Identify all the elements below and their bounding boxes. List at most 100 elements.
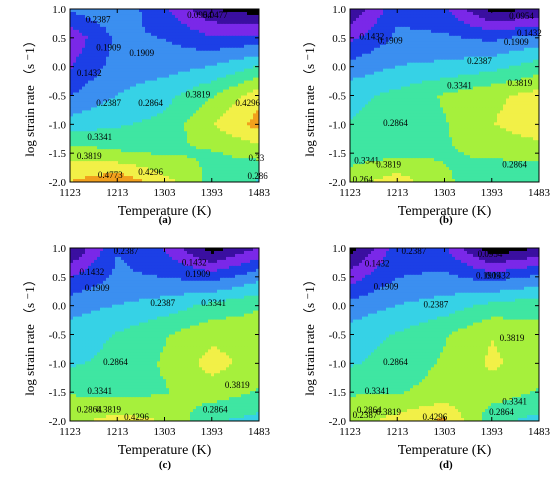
contour-cell bbox=[199, 170, 203, 174]
contour-cell bbox=[79, 101, 83, 106]
contour-cell bbox=[112, 62, 116, 67]
contour-cell bbox=[368, 17, 372, 22]
contour-cell bbox=[482, 47, 486, 52]
contour-cell bbox=[169, 95, 173, 100]
contour-cell bbox=[431, 56, 435, 61]
contour-cell bbox=[190, 44, 194, 49]
contour-cell bbox=[133, 170, 137, 174]
contour-cell bbox=[380, 53, 384, 58]
contour-cell bbox=[130, 161, 134, 165]
contour-cell bbox=[214, 173, 218, 177]
contour-cell bbox=[536, 41, 539, 46]
contour-cell bbox=[407, 44, 411, 49]
contour-cell bbox=[386, 23, 390, 28]
contour-cell bbox=[106, 53, 110, 58]
contour-cell bbox=[497, 41, 501, 46]
contour-cell bbox=[121, 83, 125, 88]
contour-cell bbox=[178, 125, 182, 129]
contour-cell bbox=[196, 65, 200, 70]
contour-cell bbox=[76, 119, 80, 123]
contour-cell bbox=[115, 122, 119, 126]
contour-cell bbox=[232, 155, 236, 159]
contour-cell bbox=[139, 83, 143, 88]
contour-cell bbox=[151, 50, 155, 55]
contour-cell bbox=[169, 101, 173, 106]
contour-cell bbox=[136, 95, 140, 100]
contour-cell bbox=[187, 104, 191, 109]
contour-cell bbox=[226, 149, 230, 153]
contour-cell bbox=[244, 11, 248, 16]
contour-cell bbox=[121, 140, 125, 144]
contour-cell bbox=[178, 77, 182, 82]
contour-cell bbox=[476, 29, 480, 34]
contour-cell bbox=[85, 38, 89, 43]
contour-cell bbox=[434, 14, 438, 19]
contour-cell bbox=[247, 176, 251, 180]
contour-cell bbox=[238, 92, 242, 97]
contour-cell bbox=[142, 17, 146, 22]
contour-cell bbox=[458, 56, 462, 61]
contour-cell bbox=[362, 35, 366, 40]
contour-cell bbox=[365, 23, 369, 28]
contour-cell bbox=[124, 107, 128, 112]
contour-cell bbox=[416, 56, 420, 61]
contour-cell bbox=[389, 32, 393, 37]
contour-cell bbox=[118, 134, 122, 138]
contour-cell bbox=[461, 23, 465, 28]
contour-cell bbox=[524, 47, 528, 52]
contour-cell bbox=[205, 44, 209, 49]
contour-cell bbox=[491, 29, 495, 34]
contour-cell bbox=[214, 146, 218, 150]
contour-cell bbox=[410, 35, 414, 40]
contour-cell bbox=[247, 140, 251, 144]
contour-cell bbox=[115, 119, 119, 123]
contour-cell bbox=[154, 50, 158, 55]
contour-cell bbox=[190, 161, 194, 165]
contour-cell bbox=[374, 50, 378, 55]
contour-cell bbox=[404, 50, 408, 55]
contour-cell bbox=[214, 143, 218, 147]
contour-cell bbox=[404, 44, 408, 49]
contour-cell bbox=[497, 32, 501, 37]
contour-cell bbox=[118, 26, 122, 31]
contour-cell bbox=[386, 44, 390, 49]
contour-cell bbox=[85, 92, 89, 97]
contour-cell bbox=[85, 20, 89, 25]
contour-cell bbox=[416, 29, 420, 34]
contour-cell bbox=[160, 140, 164, 144]
contour-cell bbox=[88, 17, 92, 22]
contour-cell bbox=[118, 71, 122, 76]
contour-cell bbox=[202, 62, 206, 67]
contour-cell bbox=[205, 143, 209, 147]
contour-cell bbox=[127, 122, 131, 126]
contour-cell bbox=[136, 62, 140, 67]
contour-cell bbox=[229, 158, 233, 162]
contour-cell bbox=[214, 71, 218, 76]
contour-cell bbox=[217, 119, 221, 123]
contour-cell bbox=[91, 50, 95, 55]
contour-cell bbox=[232, 173, 236, 177]
contour-cell bbox=[127, 176, 131, 180]
contour-cell bbox=[253, 83, 257, 88]
contour-cell bbox=[151, 77, 155, 82]
contour-cell bbox=[103, 113, 107, 117]
contour-cell bbox=[244, 170, 248, 174]
contour-cell bbox=[163, 59, 167, 64]
contour-cell bbox=[136, 29, 140, 34]
contour-cell bbox=[368, 62, 372, 67]
contour-cell bbox=[94, 104, 98, 109]
contour-cell bbox=[241, 110, 245, 114]
contour-cell bbox=[112, 107, 116, 112]
contour-cell bbox=[103, 98, 107, 103]
contour-cell bbox=[217, 53, 221, 58]
contour-cell bbox=[124, 80, 128, 85]
contour-cell bbox=[229, 128, 233, 132]
contour-cell bbox=[350, 62, 354, 67]
contour-cell bbox=[238, 140, 242, 144]
contour-cell bbox=[431, 53, 435, 58]
contour-cell bbox=[115, 161, 119, 165]
contour-cell bbox=[172, 119, 176, 123]
contour-cell bbox=[118, 9, 122, 13]
contour-cell bbox=[241, 98, 245, 103]
contour-cell bbox=[169, 32, 173, 37]
